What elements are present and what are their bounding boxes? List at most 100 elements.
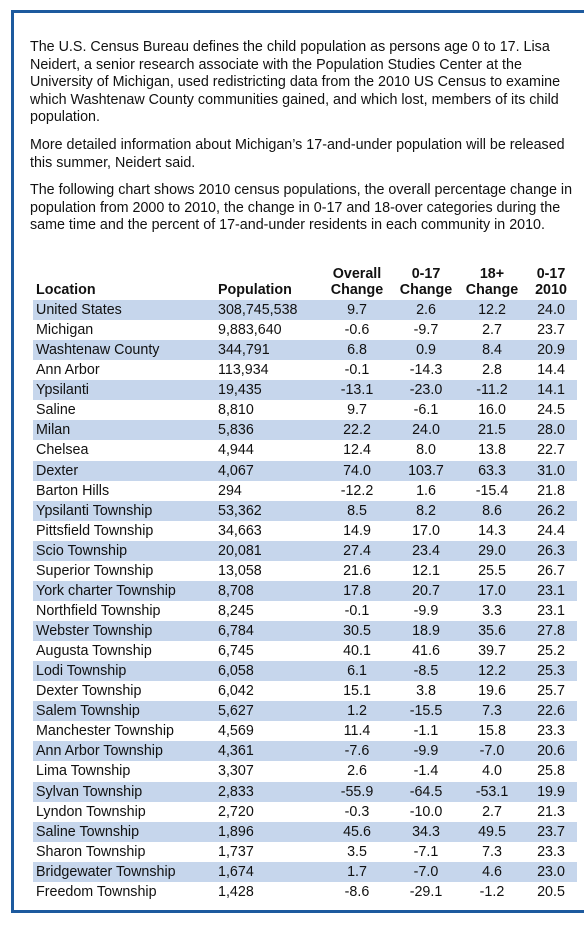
table-row: United States 308,745,538 9.7 2.6 12.2 24.0 (33, 300, 577, 321)
table-cell: Superior Township (36, 562, 154, 579)
table-cell: 26.7 (537, 562, 565, 579)
table-cell: 18.9 (393, 621, 459, 642)
table-cell: 17.0 (459, 580, 525, 601)
table-cell: -0.1 (344, 602, 370, 619)
table-row: Northfield Township 8,245 -0.1 -9.9 3.3 23.1 (33, 601, 577, 621)
table-cell: 113,934 (218, 362, 269, 379)
table-cell: 22.6 (525, 701, 577, 722)
table-cell: Milan (33, 420, 215, 441)
table-cell: 3,307 (218, 763, 254, 780)
table-cell: 30.5 (321, 621, 393, 642)
table-cell: 2.7 (482, 322, 502, 339)
table-row: Ann Arbor 113,934 -0.1 -14.3 2.8 14.4 (33, 360, 577, 380)
table-cell: 24.0 (393, 420, 459, 441)
table-cell: 103.7 (393, 460, 459, 481)
table-cell: 24.4 (537, 522, 565, 539)
table-cell: 8.2 (393, 500, 459, 521)
table-cell: 12.4 (343, 442, 371, 459)
table-cell: 8,810 (218, 402, 254, 419)
table-cell: -1.1 (413, 723, 439, 740)
table-cell: Lodi Township (33, 661, 215, 682)
table-cell: 16.0 (478, 402, 506, 419)
table-cell: 15.1 (343, 683, 371, 700)
article-text: The U.S. Census Bureau defines the child… (30, 39, 572, 245)
table-row: Sylvan Township 2,833 -55.9 -64.5 -53.1 19.9 (33, 781, 577, 802)
table-cell: -7.6 (321, 741, 393, 762)
table-cell: -6.1 (413, 402, 439, 419)
table-cell: 74.0 (321, 460, 393, 481)
table-cell: Dexter (33, 460, 215, 481)
table-cell: 21.5 (459, 420, 525, 441)
table-row: Scio Township 20,081 27.4 23.4 29.0 26.3 (33, 540, 577, 561)
table-row: Salem Township 5,627 1.2 -15.5 7.3 22.6 (33, 701, 577, 722)
table-cell: Bridgewater Township (33, 861, 215, 882)
table-row: Webster Township 6,784 30.5 18.9 35.6 27.8 (33, 621, 577, 642)
table-row: Ann Arbor Township 4,361 -7.6 -9.9 -7.0 20.6 (33, 741, 577, 762)
table-cell: 13,058 (218, 562, 262, 579)
table-cell: 2.6 (393, 300, 459, 321)
table-cell: 2,833 (215, 781, 321, 802)
table-cell: 63.3 (459, 460, 525, 481)
table-cell: 4,944 (218, 442, 254, 459)
table-cell: 24.5 (537, 402, 565, 419)
census-table: Location Population Overall Change 0-17 Cha… (33, 266, 577, 902)
table-cell: 20.5 (537, 883, 565, 900)
table-cell: 23.3 (537, 843, 565, 860)
table-cell: Barton Hills (36, 482, 110, 499)
table-row: Augusta Township 6,745 40.1 41.6 39.7 25.2 (33, 641, 577, 661)
table-cell: 24.0 (525, 300, 577, 321)
table-cell: 53,362 (215, 500, 321, 521)
table-cell: 1,896 (215, 821, 321, 842)
table-row: Dexter Township 6,042 15.1 3.8 19.6 25.7 (33, 681, 577, 701)
paragraph: The U.S. Census Bureau defines the child… (30, 39, 561, 126)
table-cell: -64.5 (393, 781, 459, 802)
table-cell: 20.6 (525, 741, 577, 762)
table-cell: 4,067 (215, 460, 321, 481)
table-cell: -53.1 (459, 781, 525, 802)
table-row: Sharon Township 1,737 3.5 -7.1 7.3 23.3 (33, 842, 577, 862)
table-cell: 2.6 (347, 763, 367, 780)
table-cell: 9.7 (347, 402, 367, 419)
table-cell: 14.9 (343, 522, 371, 539)
table-cell: Manchester Township (36, 723, 175, 740)
table-row: Washtenaw County 344,791 6.8 0.9 8.4 20.9 (33, 340, 577, 361)
table-header: Location Population Overall Change 0-17 Cha… (33, 266, 577, 300)
table-cell: 22.7 (537, 442, 565, 459)
table-row: Saline 8,810 9.7 -6.1 16.0 24.5 (33, 400, 577, 420)
table-cell: 25.5 (478, 562, 506, 579)
table-row: Freedom Township 1,428 -8.6 -29.1 -1.2 20.5 (33, 882, 577, 902)
table-cell: -55.9 (321, 781, 393, 802)
table-row: Ypsilanti 19,435 -13.1 -23.0 -11.2 14.1 (33, 380, 577, 401)
table-cell: -23.0 (393, 380, 459, 401)
table-cell: 23.0 (525, 861, 577, 882)
table-cell: -12.2 (340, 482, 374, 499)
table-cell: 6.1 (321, 661, 393, 682)
table-cell: -14.3 (409, 362, 443, 379)
table-cell: 9,883,640 (218, 322, 282, 339)
table-cell: Webster Township (33, 621, 215, 642)
table-cell: -8.6 (344, 883, 370, 900)
column-header: 0-17 Change (399, 266, 453, 298)
table-cell: 20.7 (393, 580, 459, 601)
table-cell: 14.3 (478, 522, 506, 539)
table-cell: Ypsilanti Township (33, 500, 215, 521)
table-cell: -9.9 (413, 602, 439, 619)
table-cell: -0.6 (344, 322, 370, 339)
table-cell: 21.6 (343, 562, 371, 579)
table-cell: 2,720 (218, 803, 254, 820)
table-cell: 25.8 (537, 763, 565, 780)
table-cell: 8,245 (218, 602, 254, 619)
table-cell: 20.9 (525, 340, 577, 361)
table-cell: 2.7 (482, 803, 502, 820)
table-cell: Ann Arbor Township (33, 741, 215, 762)
table-cell: 8.6 (459, 500, 525, 521)
table-cell: -11.2 (459, 380, 525, 401)
table-cell: 17.0 (412, 522, 440, 539)
table-cell: 26.3 (525, 540, 577, 561)
table-cell: 1,428 (218, 883, 254, 900)
table-cell: -10.0 (409, 803, 443, 820)
table-cell: 23.3 (537, 723, 565, 740)
article-box: The U.S. Census Bureau defines the child… (11, 10, 584, 913)
table-cell: -7.0 (393, 861, 459, 882)
table-cell: Freedom Township (36, 883, 157, 900)
